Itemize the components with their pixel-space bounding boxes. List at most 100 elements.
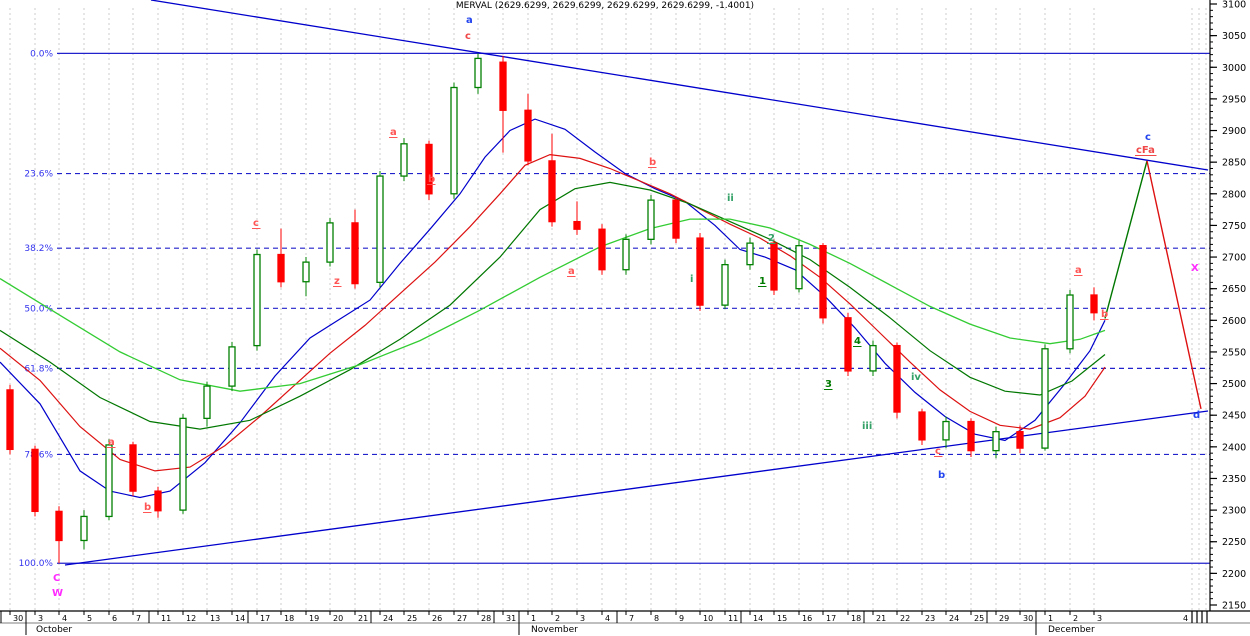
candle-body [893,344,901,413]
wave-label-2: 2 [768,233,775,244]
candle-body [967,420,975,452]
price-axis-label: 2250 [1222,537,1246,548]
date-label: 25 [407,614,417,623]
candle-body [499,61,507,111]
fib-label: 50.0% [24,304,53,314]
candle-body [203,385,211,420]
fib-label: 78.6% [24,450,53,460]
date-label: 4 [605,614,610,623]
fib-label: 61.8% [24,364,53,374]
wave-label-b: b [938,470,945,481]
date-label: 3 [1097,614,1102,623]
daily-gridlines [9,8,1207,611]
date-label: 10 [703,614,713,623]
candle-body [326,222,334,263]
ma-slow-darkgreen [0,181,1106,430]
candle-body [844,317,852,372]
price-axis-label: 2800 [1222,189,1246,200]
price-axis-label: 3000 [1222,63,1246,74]
date-label: 7 [629,614,634,623]
candle-body [6,389,14,451]
wave-label-c: c [935,446,941,457]
date-label: 15 [777,614,787,623]
date-label: 2 [1073,614,1078,623]
fib-label: 100.0% [19,559,54,569]
candle-body [524,109,532,162]
wave-label-b: b [144,502,151,513]
price-axis-label: 2450 [1222,411,1246,422]
price-axis-label: 2850 [1222,158,1246,169]
wave-label-ii: ii [727,193,734,204]
candle-body [400,143,408,177]
upper-descending[interactable] [150,0,1209,171]
date-label: 24 [383,614,393,623]
wave-label-a: a [568,266,575,277]
date-label: 22 [900,614,910,623]
date-label: 27 [457,614,467,623]
candle-body [770,242,778,291]
wave-label-a: a [1075,265,1082,276]
date-label: 4 [62,614,67,623]
candle-body [154,490,162,512]
wave-label-c: c [465,31,471,42]
date-label: 5 [87,614,92,623]
wave-label-b: b [428,174,435,185]
projected-wave-c-up[interactable] [1104,160,1148,319]
wave-label-1: 1 [759,276,766,287]
date-label: 18 [851,614,861,623]
price-axis-label: 2500 [1222,379,1246,390]
fibonacci-levels: 0.0% 23.6% 38.2% 50.0% 61.8% 78.6% 100.0% [19,49,1210,569]
candle-body [696,237,704,306]
fib-label: 23.6% [24,170,53,180]
candle-body [746,242,754,266]
date-label: 14 [235,614,245,623]
candle-body [1066,294,1074,350]
date-label: 16 [802,614,812,623]
fib-label: 38.2% [24,244,53,254]
price-axis-label: 2750 [1222,221,1246,232]
wave-label-X: X [1191,263,1199,274]
date-label: 6 [112,614,117,623]
date-label: 17 [826,614,836,623]
candle-body [80,515,88,542]
lower-ascending[interactable] [64,410,1209,566]
wave-label-cFa: cFa [1136,145,1155,156]
date-label: 30 [1023,614,1033,623]
candle-body [672,199,680,239]
candle-body [228,346,236,387]
candle-body [1041,348,1049,449]
candle-body [302,261,310,283]
candle-body [819,245,827,319]
candle-body [647,199,655,240]
date-label: 26 [432,614,442,623]
candlesticks [6,53,1098,564]
date-label: 19 [309,614,319,623]
date-label: 1 [1048,614,1053,623]
wave-label-4: 4 [854,336,861,347]
date-label: 13 [210,614,220,623]
date-label: 12 [186,614,196,623]
ma-slowest-lightgreen [0,218,1106,392]
date-label: 17 [260,614,270,623]
date-label: 29 [999,614,1009,623]
wave-label-iv: iv [911,372,921,383]
candle-body [573,220,581,230]
date-label: 9 [679,614,684,623]
date-label-compressed: 4 [1183,614,1188,623]
price-axis-label: 2650 [1222,284,1246,295]
date-label: 3 [580,614,585,623]
candle-body [474,57,482,89]
price-axis-label: 2950 [1222,94,1246,105]
wave-label-b: b [1101,309,1108,320]
month-label-december: December [1048,625,1095,635]
price-axis-label: 3050 [1222,31,1246,42]
date-label: 1 [531,614,536,623]
candle-body [598,228,606,271]
projected-wave-d-down[interactable] [1146,160,1202,410]
wave-label-a: a [390,127,397,138]
candle-body [179,417,187,511]
date-axis: 30 3 4 5 6 7 11 12 13 14 17 18 19 20 21 24 25 26 27 28 31 1 2 3… [0,610,1250,635]
